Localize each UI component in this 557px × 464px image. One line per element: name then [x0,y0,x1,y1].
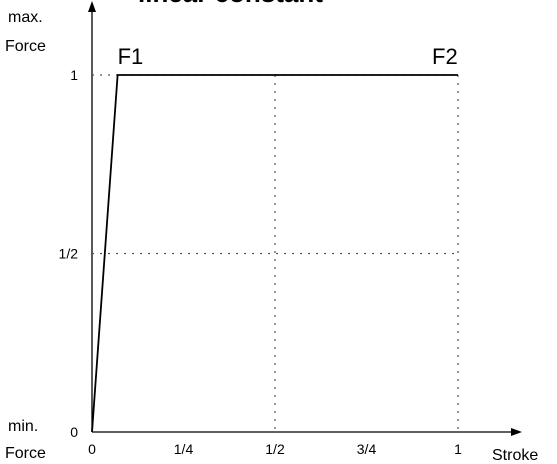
x-tick-label: 1/4 [174,441,194,457]
x-tick-label: 0 [88,441,96,457]
data-line [91,74,458,433]
x-axis-arrow [511,428,522,436]
y-tick-label: 0 [70,424,78,440]
chart-title: linear constant [138,0,323,8]
y-label: Force [5,445,46,462]
x-label: Stroke [492,447,538,464]
annotation: F1 [118,44,144,69]
x-tick-label: 1/2 [265,441,285,457]
x-tick-label: 1 [454,441,462,457]
y-label: Force [5,38,46,55]
y-axis-arrow [88,1,96,12]
y-tick-label: 1/2 [59,246,79,262]
y-label: min. [8,418,38,435]
y-tick-label: 1 [70,67,78,83]
annotation: F2 [432,44,458,69]
y-label: max. [8,9,43,26]
x-tick-label: 3/4 [357,441,377,457]
